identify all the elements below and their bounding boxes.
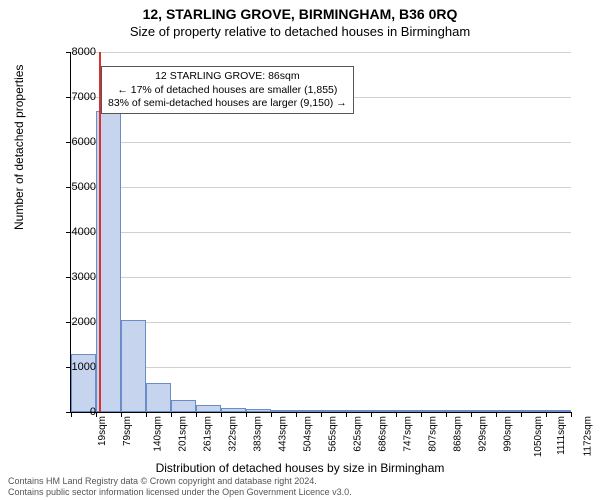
ytick-label: 3000 <box>56 271 96 283</box>
xtick-label: 140sqm <box>153 416 164 452</box>
annotation-line: 83% of semi-detached houses are larger (… <box>108 97 347 110</box>
ytick-label: 6000 <box>56 136 96 148</box>
xtick-mark <box>546 412 547 417</box>
histogram-bar <box>196 405 221 412</box>
xtick-mark <box>471 412 472 417</box>
histogram-bar <box>296 410 321 412</box>
xtick-label: 807sqm <box>428 416 439 452</box>
xtick-mark <box>296 412 297 417</box>
xtick-mark <box>496 412 497 417</box>
gridline <box>71 322 571 323</box>
xtick-label: 261sqm <box>203 416 214 452</box>
ytick-label: 2000 <box>56 316 96 328</box>
xtick-label: 443sqm <box>278 416 289 452</box>
xtick-mark <box>271 412 272 417</box>
xtick-label: 383sqm <box>253 416 264 452</box>
xtick-mark <box>171 412 172 417</box>
histogram-bar <box>371 410 396 412</box>
ytick-label: 8000 <box>56 46 96 58</box>
xtick-label: 747sqm <box>403 416 414 452</box>
histogram-bar <box>346 410 371 412</box>
histogram-bar <box>471 410 496 412</box>
xtick-label: 1172sqm <box>582 416 593 456</box>
gridline <box>71 52 571 53</box>
xtick-label: 322sqm <box>228 416 239 452</box>
plot-area: 19sqm79sqm140sqm201sqm261sqm322sqm383sqm… <box>70 52 571 413</box>
footer-attribution: Contains HM Land Registry data © Crown c… <box>8 476 352 498</box>
histogram-bar <box>171 400 196 412</box>
histogram-bar <box>146 383 171 412</box>
histogram-bar <box>496 410 521 412</box>
xtick-label: 1111sqm <box>556 416 567 455</box>
xtick-mark <box>196 412 197 417</box>
chart-container: 12, STARLING GROVE, BIRMINGHAM, B36 0RQ … <box>0 0 600 500</box>
xtick-label: 504sqm <box>303 416 314 452</box>
xtick-mark <box>346 412 347 417</box>
gridline <box>71 232 571 233</box>
histogram-bar <box>246 409 271 412</box>
gridline <box>71 277 571 278</box>
x-axis-label: Distribution of detached houses by size … <box>0 461 600 475</box>
ytick-label: 4000 <box>56 226 96 238</box>
histogram-bar <box>271 410 296 412</box>
gridline <box>71 367 571 368</box>
chart-subtitle: Size of property relative to detached ho… <box>0 22 600 39</box>
histogram-bar <box>446 410 471 412</box>
xtick-label: 625sqm <box>353 416 364 452</box>
annotation-line: ← 17% of detached houses are smaller (1,… <box>108 84 347 97</box>
histogram-bar <box>121 320 146 412</box>
xtick-mark <box>396 412 397 417</box>
xtick-label: 79sqm <box>122 416 133 446</box>
chart-title: 12, STARLING GROVE, BIRMINGHAM, B36 0RQ <box>0 0 600 22</box>
xtick-label: 868sqm <box>453 416 464 452</box>
ytick-label: 0 <box>56 406 96 418</box>
histogram-bar <box>546 410 571 412</box>
xtick-mark <box>246 412 247 417</box>
xtick-mark <box>446 412 447 417</box>
xtick-label: 1050sqm <box>533 416 544 457</box>
xtick-mark <box>371 412 372 417</box>
xtick-label: 990sqm <box>503 416 514 452</box>
annotation-line: 12 STARLING GROVE: 86sqm <box>108 70 347 83</box>
xtick-mark <box>121 412 122 417</box>
xtick-label: 201sqm <box>178 416 189 452</box>
ytick-label: 1000 <box>56 361 96 373</box>
xtick-mark <box>221 412 222 417</box>
gridline <box>71 142 571 143</box>
gridline <box>71 187 571 188</box>
footer-line-1: Contains HM Land Registry data © Crown c… <box>8 476 352 487</box>
xtick-label: 686sqm <box>378 416 389 452</box>
histogram-bar <box>321 410 346 412</box>
histogram-bar <box>396 410 421 412</box>
xtick-label: 929sqm <box>478 416 489 452</box>
histogram-bar <box>421 410 446 412</box>
ytick-label: 5000 <box>56 181 96 193</box>
xtick-mark <box>321 412 322 417</box>
ytick-label: 7000 <box>56 91 96 103</box>
xtick-label: 19sqm <box>97 416 108 446</box>
xtick-mark <box>571 412 572 417</box>
footer-line-2: Contains public sector information licen… <box>8 487 352 498</box>
histogram-bar <box>521 410 546 412</box>
histogram-bar <box>221 408 246 412</box>
xtick-mark <box>96 412 97 417</box>
xtick-label: 565sqm <box>328 416 339 452</box>
annotation-box: 12 STARLING GROVE: 86sqm← 17% of detache… <box>101 66 354 113</box>
xtick-mark <box>146 412 147 417</box>
xtick-mark <box>421 412 422 417</box>
y-axis-label: Number of detached properties <box>12 65 26 230</box>
xtick-mark <box>521 412 522 417</box>
